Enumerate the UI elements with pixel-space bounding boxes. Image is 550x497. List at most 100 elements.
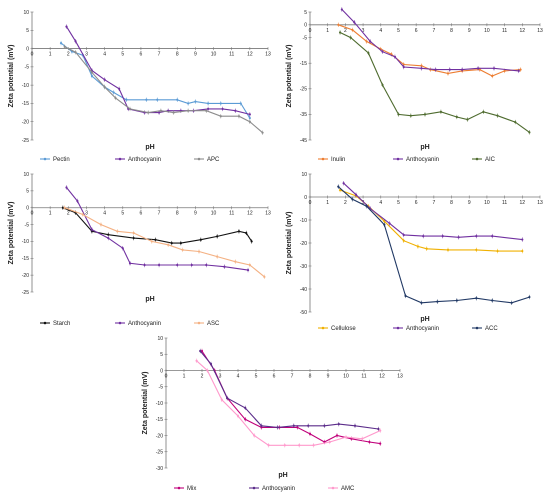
x-tick-label: 2 — [201, 374, 204, 380]
data-point — [381, 83, 384, 87]
legend-marker — [43, 157, 47, 161]
y-tick-label: -10 — [22, 239, 29, 245]
x-tick-label: 1 — [326, 200, 329, 206]
x-tick-label: 1 — [183, 374, 186, 380]
data-point — [156, 98, 159, 101]
data-point — [206, 102, 210, 105]
x-tick-label: 11 — [502, 28, 507, 34]
data-point — [200, 349, 204, 353]
x-tick-label: 4 — [379, 28, 382, 34]
x-tick-label: 0 — [309, 28, 312, 34]
legend-marker — [197, 157, 201, 161]
data-point — [143, 263, 146, 267]
y-tick-label: 10 — [23, 172, 29, 178]
data-point — [446, 248, 450, 251]
y-tick-label: -25 — [300, 87, 307, 93]
x-tick-label: 7 — [432, 28, 435, 34]
data-point — [221, 107, 224, 111]
x-tick-label: 6 — [415, 28, 418, 34]
data-point — [337, 423, 340, 426]
legend-label: Anthocyanin — [406, 326, 439, 332]
data-point — [114, 96, 117, 100]
x-tick-label: 11 — [361, 374, 366, 380]
data-point — [116, 230, 119, 233]
legend-marker — [396, 157, 400, 161]
y-tick-label: -20 — [22, 273, 29, 279]
x-tick-label: 4 — [103, 211, 106, 217]
legend-marker — [177, 486, 181, 490]
x-tick-label: 13 — [265, 52, 271, 58]
data-point — [132, 231, 135, 235]
data-point — [353, 424, 357, 427]
data-point — [496, 249, 499, 253]
data-point — [351, 28, 354, 32]
data-point — [519, 68, 522, 71]
series-line — [339, 189, 523, 252]
x-tick-label: 6 — [140, 52, 143, 58]
data-point — [263, 275, 266, 278]
series-line — [199, 350, 379, 430]
x-tick-label: 5 — [121, 52, 124, 58]
data-point — [128, 107, 132, 111]
x-tick-label: 2 — [344, 200, 347, 206]
data-point — [267, 444, 270, 447]
data-point — [393, 55, 397, 58]
x-tick-label: 8 — [450, 28, 453, 34]
data-point — [379, 429, 382, 432]
data-point — [65, 25, 68, 28]
x-tick-label: 11 — [502, 200, 507, 206]
x-tick-label: 13 — [265, 211, 271, 217]
legend-label: AMC — [341, 486, 355, 492]
data-point — [312, 444, 315, 447]
data-point — [337, 23, 340, 26]
legend-label: Inulin — [331, 157, 345, 163]
data-point — [248, 263, 251, 267]
x-tick-label: 5 — [397, 28, 400, 34]
y-tick-label: 0 — [26, 206, 29, 212]
x-axis-label: pH — [420, 144, 429, 151]
data-point — [99, 223, 103, 226]
data-point — [365, 40, 368, 43]
series-line — [338, 24, 521, 77]
x-tick-label: 3 — [219, 374, 222, 380]
data-point — [206, 107, 210, 111]
chart-panel-starch: 0 1 2 3 4 5 6 7 8 9 10 11 12 131050-5-10-15-20-25Zeta… — [8, 172, 271, 327]
data-point — [61, 206, 64, 209]
data-point — [349, 36, 352, 39]
y-tick-label: -15 — [22, 256, 29, 262]
data-point — [90, 71, 94, 74]
data-point — [187, 102, 190, 105]
series-line — [60, 42, 251, 119]
y-axis-label: Zeta potential (mV) — [8, 44, 15, 107]
data-point — [216, 255, 219, 258]
x-tick-label: 5 — [121, 211, 124, 217]
data-point — [237, 230, 241, 233]
x-tick-label: 9 — [327, 374, 330, 380]
y-tick-label: -5 — [25, 222, 30, 228]
data-point — [379, 442, 382, 445]
data-point — [521, 238, 524, 241]
data-point — [402, 65, 405, 69]
data-point — [244, 406, 247, 409]
data-point — [90, 74, 94, 78]
data-point — [439, 110, 443, 113]
data-point — [209, 362, 213, 366]
data-point — [154, 238, 157, 241]
data-point — [236, 414, 240, 418]
data-point — [237, 115, 241, 118]
x-tick-label: 8 — [176, 211, 179, 217]
data-point — [340, 8, 343, 11]
x-tick-label: 13 — [537, 28, 543, 34]
series-line — [66, 26, 250, 115]
series-line — [196, 360, 381, 446]
x-axis-label: pH — [145, 144, 154, 151]
data-point — [292, 424, 295, 427]
x-tick-label: 0 — [309, 200, 312, 206]
data-point — [170, 242, 173, 245]
x-tick-label: 12 — [520, 28, 526, 34]
data-point — [514, 120, 517, 124]
x-tick-label: 9 — [468, 200, 471, 206]
data-point — [461, 68, 464, 71]
series-line — [64, 207, 265, 278]
